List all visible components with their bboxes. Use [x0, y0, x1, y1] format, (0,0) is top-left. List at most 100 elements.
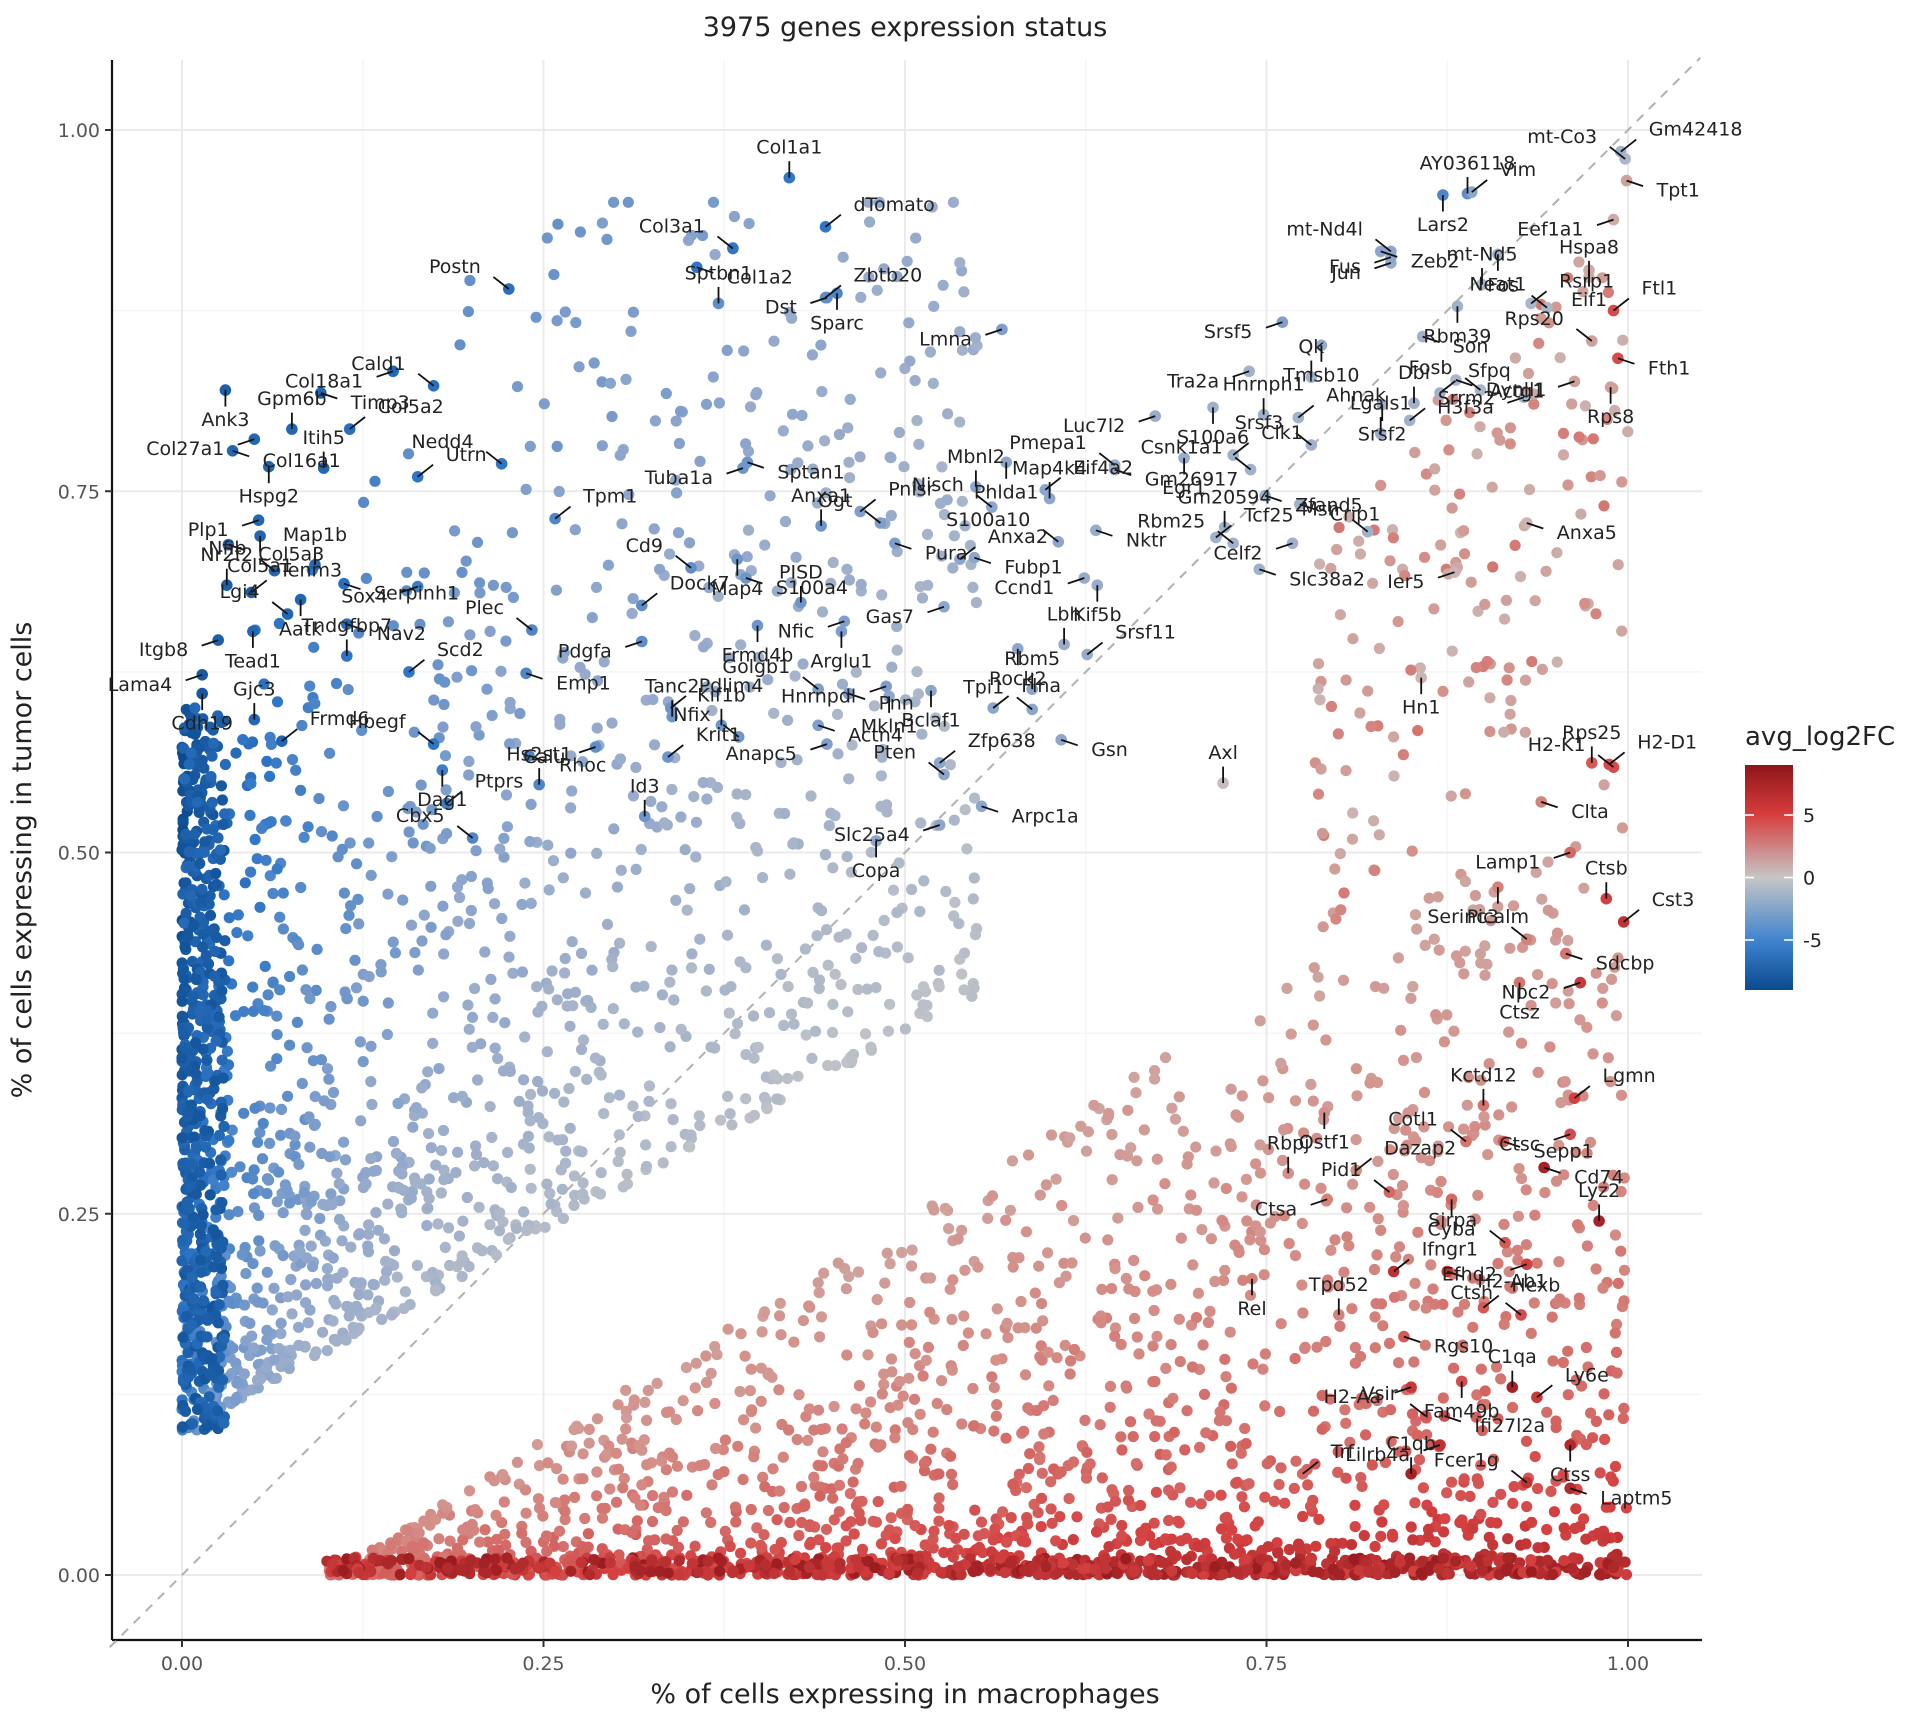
data-point	[941, 1404, 953, 1416]
data-point	[1373, 642, 1385, 655]
data-point	[541, 1545, 553, 1557]
data-point	[816, 606, 829, 618]
data-point	[457, 1215, 469, 1227]
data-point	[517, 1557, 529, 1569]
data-point	[347, 1321, 359, 1333]
data-point	[372, 1224, 384, 1236]
gene-label: Gm26917	[1145, 469, 1239, 491]
gene-label: H2-Ab1	[1477, 1271, 1547, 1293]
data-point	[519, 1031, 531, 1043]
data-point	[1109, 1330, 1121, 1342]
data-point	[388, 1245, 401, 1257]
data-point	[1147, 1376, 1159, 1388]
data-point	[1459, 875, 1471, 888]
data-point	[401, 566, 413, 579]
data-point	[727, 1565, 740, 1577]
gene-label: H2-D1	[1637, 731, 1697, 753]
data-point	[1459, 548, 1471, 560]
data-point	[1385, 1435, 1397, 1447]
data-point	[958, 1310, 970, 1322]
data-point	[452, 915, 464, 927]
data-point	[1340, 1417, 1352, 1429]
data-point	[1257, 1075, 1269, 1087]
data-point	[327, 1086, 340, 1099]
gene-label: Efhd2	[1442, 1263, 1497, 1285]
data-point	[192, 721, 204, 733]
data-point	[784, 868, 796, 880]
gene-label: Rps20	[1504, 308, 1563, 330]
data-point	[1435, 539, 1447, 551]
data-point	[614, 937, 626, 949]
data-point	[771, 1514, 783, 1526]
label-connector	[1557, 380, 1575, 388]
data-point	[829, 968, 841, 980]
data-point	[852, 983, 864, 996]
data-point	[1600, 1532, 1612, 1544]
data-point	[670, 1413, 682, 1426]
data-point	[215, 780, 227, 792]
data-point	[1604, 1076, 1617, 1088]
data-point	[1455, 1490, 1467, 1502]
data-point	[409, 947, 421, 959]
data-point	[627, 306, 640, 318]
data-point	[1487, 1453, 1500, 1465]
data-point	[1255, 1235, 1267, 1247]
data-point	[1441, 1009, 1453, 1021]
data-point	[543, 1131, 555, 1143]
gene-label: Eif4a2	[1073, 457, 1133, 479]
data-point	[395, 1204, 408, 1216]
data-point	[1002, 1332, 1014, 1344]
gene-point	[1497, 1135, 1510, 1148]
data-point	[1474, 904, 1486, 916]
data-point	[726, 1119, 738, 1131]
data-point	[1160, 1449, 1172, 1461]
data-point	[582, 1528, 595, 1540]
data-point	[215, 1154, 227, 1166]
data-point	[1274, 1405, 1286, 1418]
data-point	[399, 1286, 411, 1298]
data-point	[507, 591, 519, 604]
data-point	[842, 1006, 854, 1018]
data-point	[841, 851, 853, 863]
data-point	[945, 1468, 958, 1480]
data-point	[1325, 562, 1337, 575]
data-point	[465, 904, 477, 917]
data-point	[919, 1539, 931, 1551]
data-point	[345, 900, 357, 912]
data-point	[1425, 1259, 1437, 1271]
data-point	[457, 1534, 469, 1546]
data-point	[411, 1259, 423, 1272]
label-connector	[515, 617, 533, 631]
gene-label: Fus	[1329, 256, 1361, 278]
data-point	[258, 678, 270, 690]
data-point	[685, 962, 698, 974]
data-point	[1236, 1491, 1248, 1503]
data-point	[200, 1245, 212, 1258]
data-point	[518, 1206, 530, 1218]
data-point	[1581, 1147, 1593, 1159]
data-point	[318, 1095, 330, 1107]
data-point	[827, 998, 839, 1011]
data-point	[812, 1459, 824, 1471]
data-point	[543, 884, 555, 896]
data-point	[1338, 887, 1350, 899]
data-point	[1557, 427, 1570, 439]
data-point	[1597, 982, 1609, 995]
data-point	[1122, 1104, 1134, 1116]
data-point	[1601, 413, 1613, 425]
data-point	[1353, 535, 1365, 547]
data-point	[1289, 1557, 1302, 1569]
data-point	[1099, 1552, 1111, 1564]
data-point	[731, 811, 743, 823]
data-point	[720, 876, 732, 888]
data-point	[520, 1507, 532, 1519]
data-point	[190, 973, 202, 986]
data-point	[1557, 1356, 1569, 1369]
label-connector	[1302, 1461, 1319, 1475]
data-point	[1590, 967, 1602, 979]
data-point	[1508, 1481, 1520, 1493]
data-point	[504, 1065, 516, 1077]
data-point	[206, 796, 218, 809]
data-point	[712, 590, 724, 603]
data-point	[353, 1566, 365, 1578]
